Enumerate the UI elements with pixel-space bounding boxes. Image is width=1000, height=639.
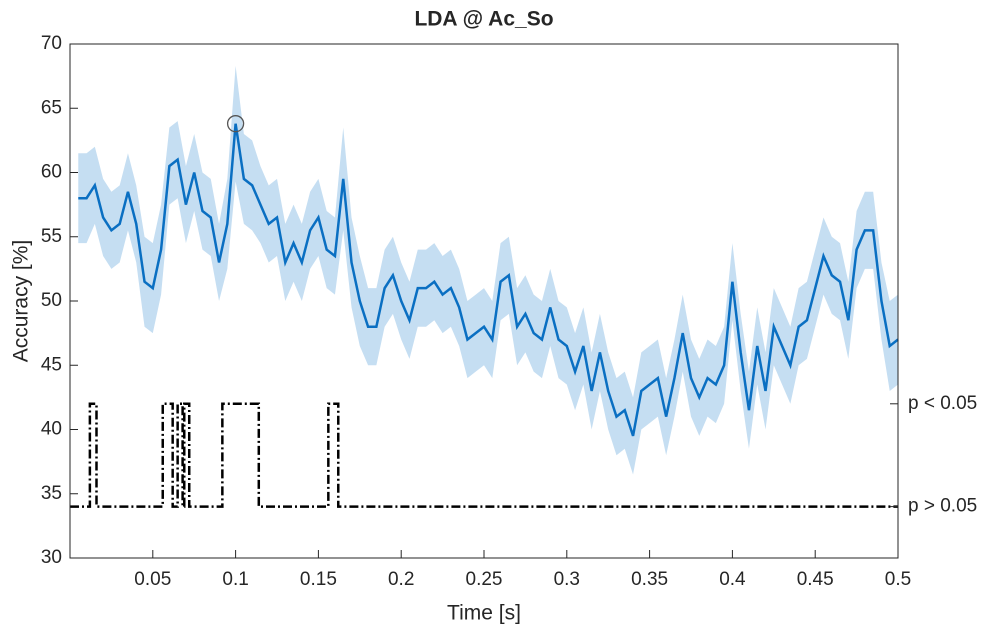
x-tick-label: 0.15 — [300, 569, 337, 590]
y-tick-label: 35 — [41, 483, 62, 504]
y-tick-label: 70 — [41, 33, 62, 54]
y-tick-label: 60 — [41, 162, 62, 183]
y-axis-label: Accuracy [%] — [10, 240, 33, 363]
y-tick-label: 45 — [41, 354, 62, 375]
y-tick-label: 40 — [41, 419, 62, 440]
accuracy-line — [78, 123, 899, 437]
y-tick-label: 65 — [41, 97, 62, 118]
y2-tick-label: p > 0.05 — [908, 496, 977, 517]
chart-title: LDA @ Ac_So — [414, 8, 553, 31]
y-tick-label: 30 — [41, 547, 62, 568]
y-tick-label: 50 — [41, 290, 62, 311]
x-tick-label: 0.5 — [885, 569, 911, 590]
x-tick-label: 0.35 — [631, 569, 668, 590]
x-tick-label: 0.45 — [797, 569, 834, 590]
x-tick-label: 0.1 — [222, 569, 248, 590]
x-tick-label: 0.25 — [466, 569, 503, 590]
confidence-band — [78, 65, 898, 475]
y2-tick-label: p < 0.05 — [908, 393, 977, 414]
x-tick-label: 0.4 — [719, 569, 746, 590]
x-tick-label: 0.2 — [388, 569, 414, 590]
x-tick-label: 0.3 — [554, 569, 580, 590]
peak-marker — [226, 115, 245, 133]
y-tick-label: 55 — [41, 226, 62, 247]
significance-line — [70, 402, 898, 508]
x-axis-label: Time [s] — [447, 602, 521, 625]
x-tick-label: 0.05 — [134, 569, 171, 590]
